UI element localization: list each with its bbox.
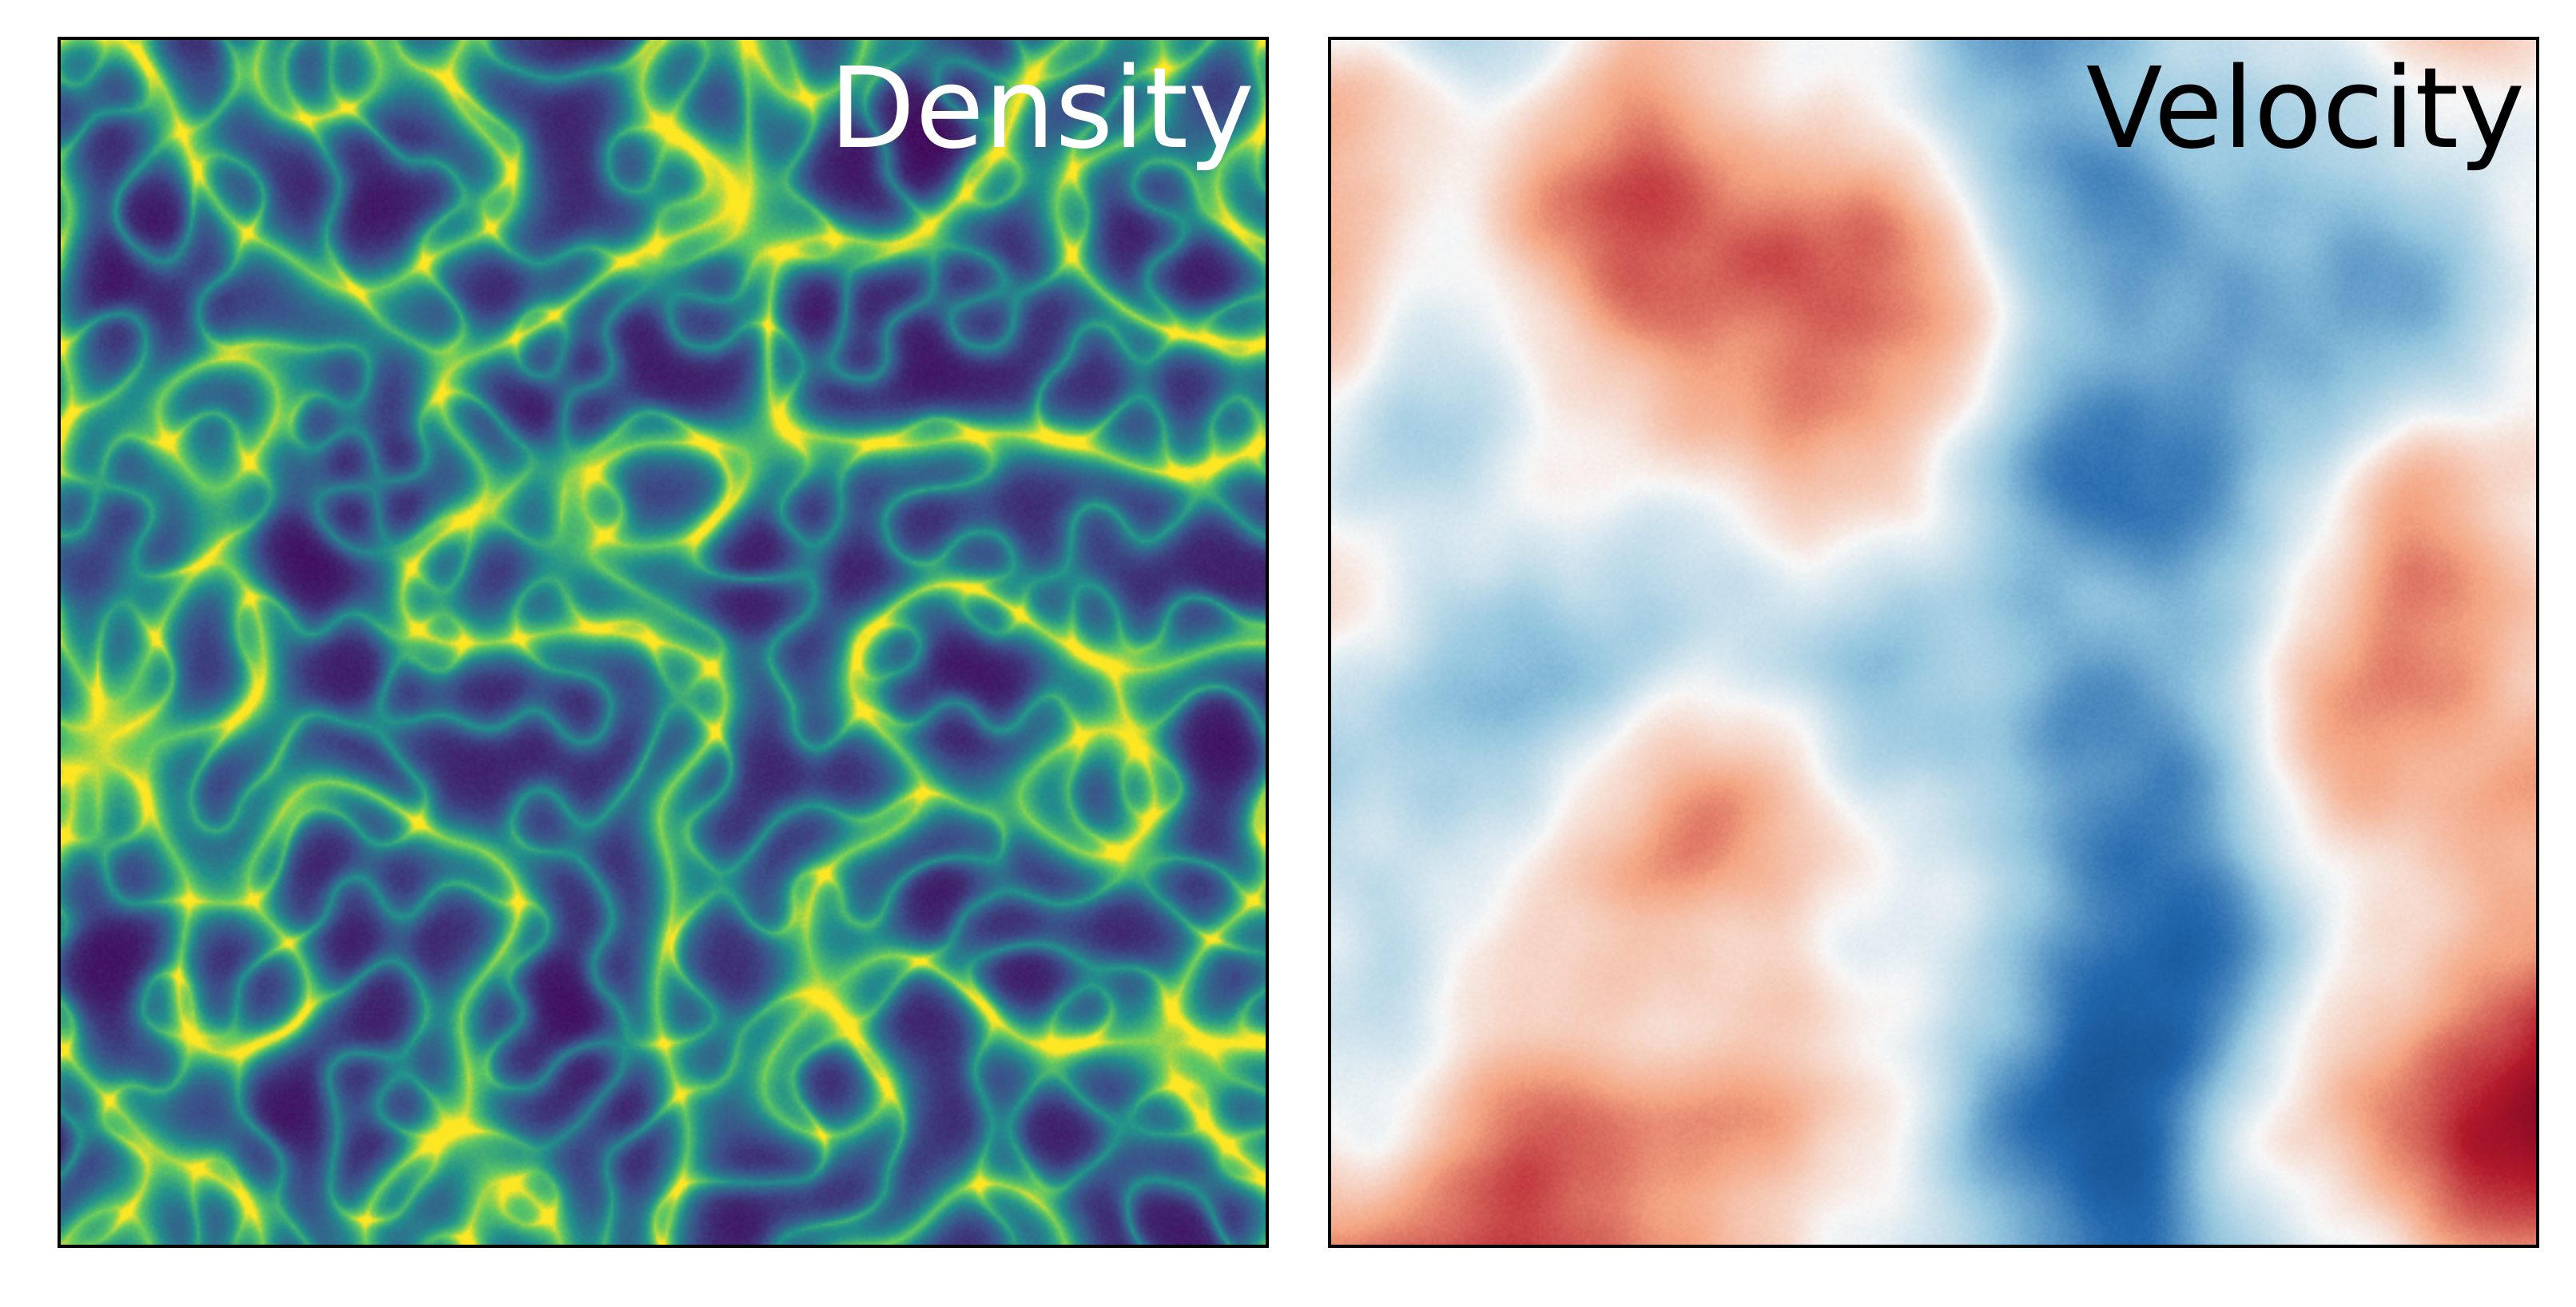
velocity-label: Velocity	[2085, 44, 2525, 174]
density-field-image	[61, 40, 1266, 1245]
velocity-field-image	[1331, 40, 2536, 1245]
density-label: Density	[829, 44, 1254, 174]
density-panel: Density	[58, 37, 1269, 1248]
velocity-panel: Velocity	[1328, 37, 2539, 1248]
